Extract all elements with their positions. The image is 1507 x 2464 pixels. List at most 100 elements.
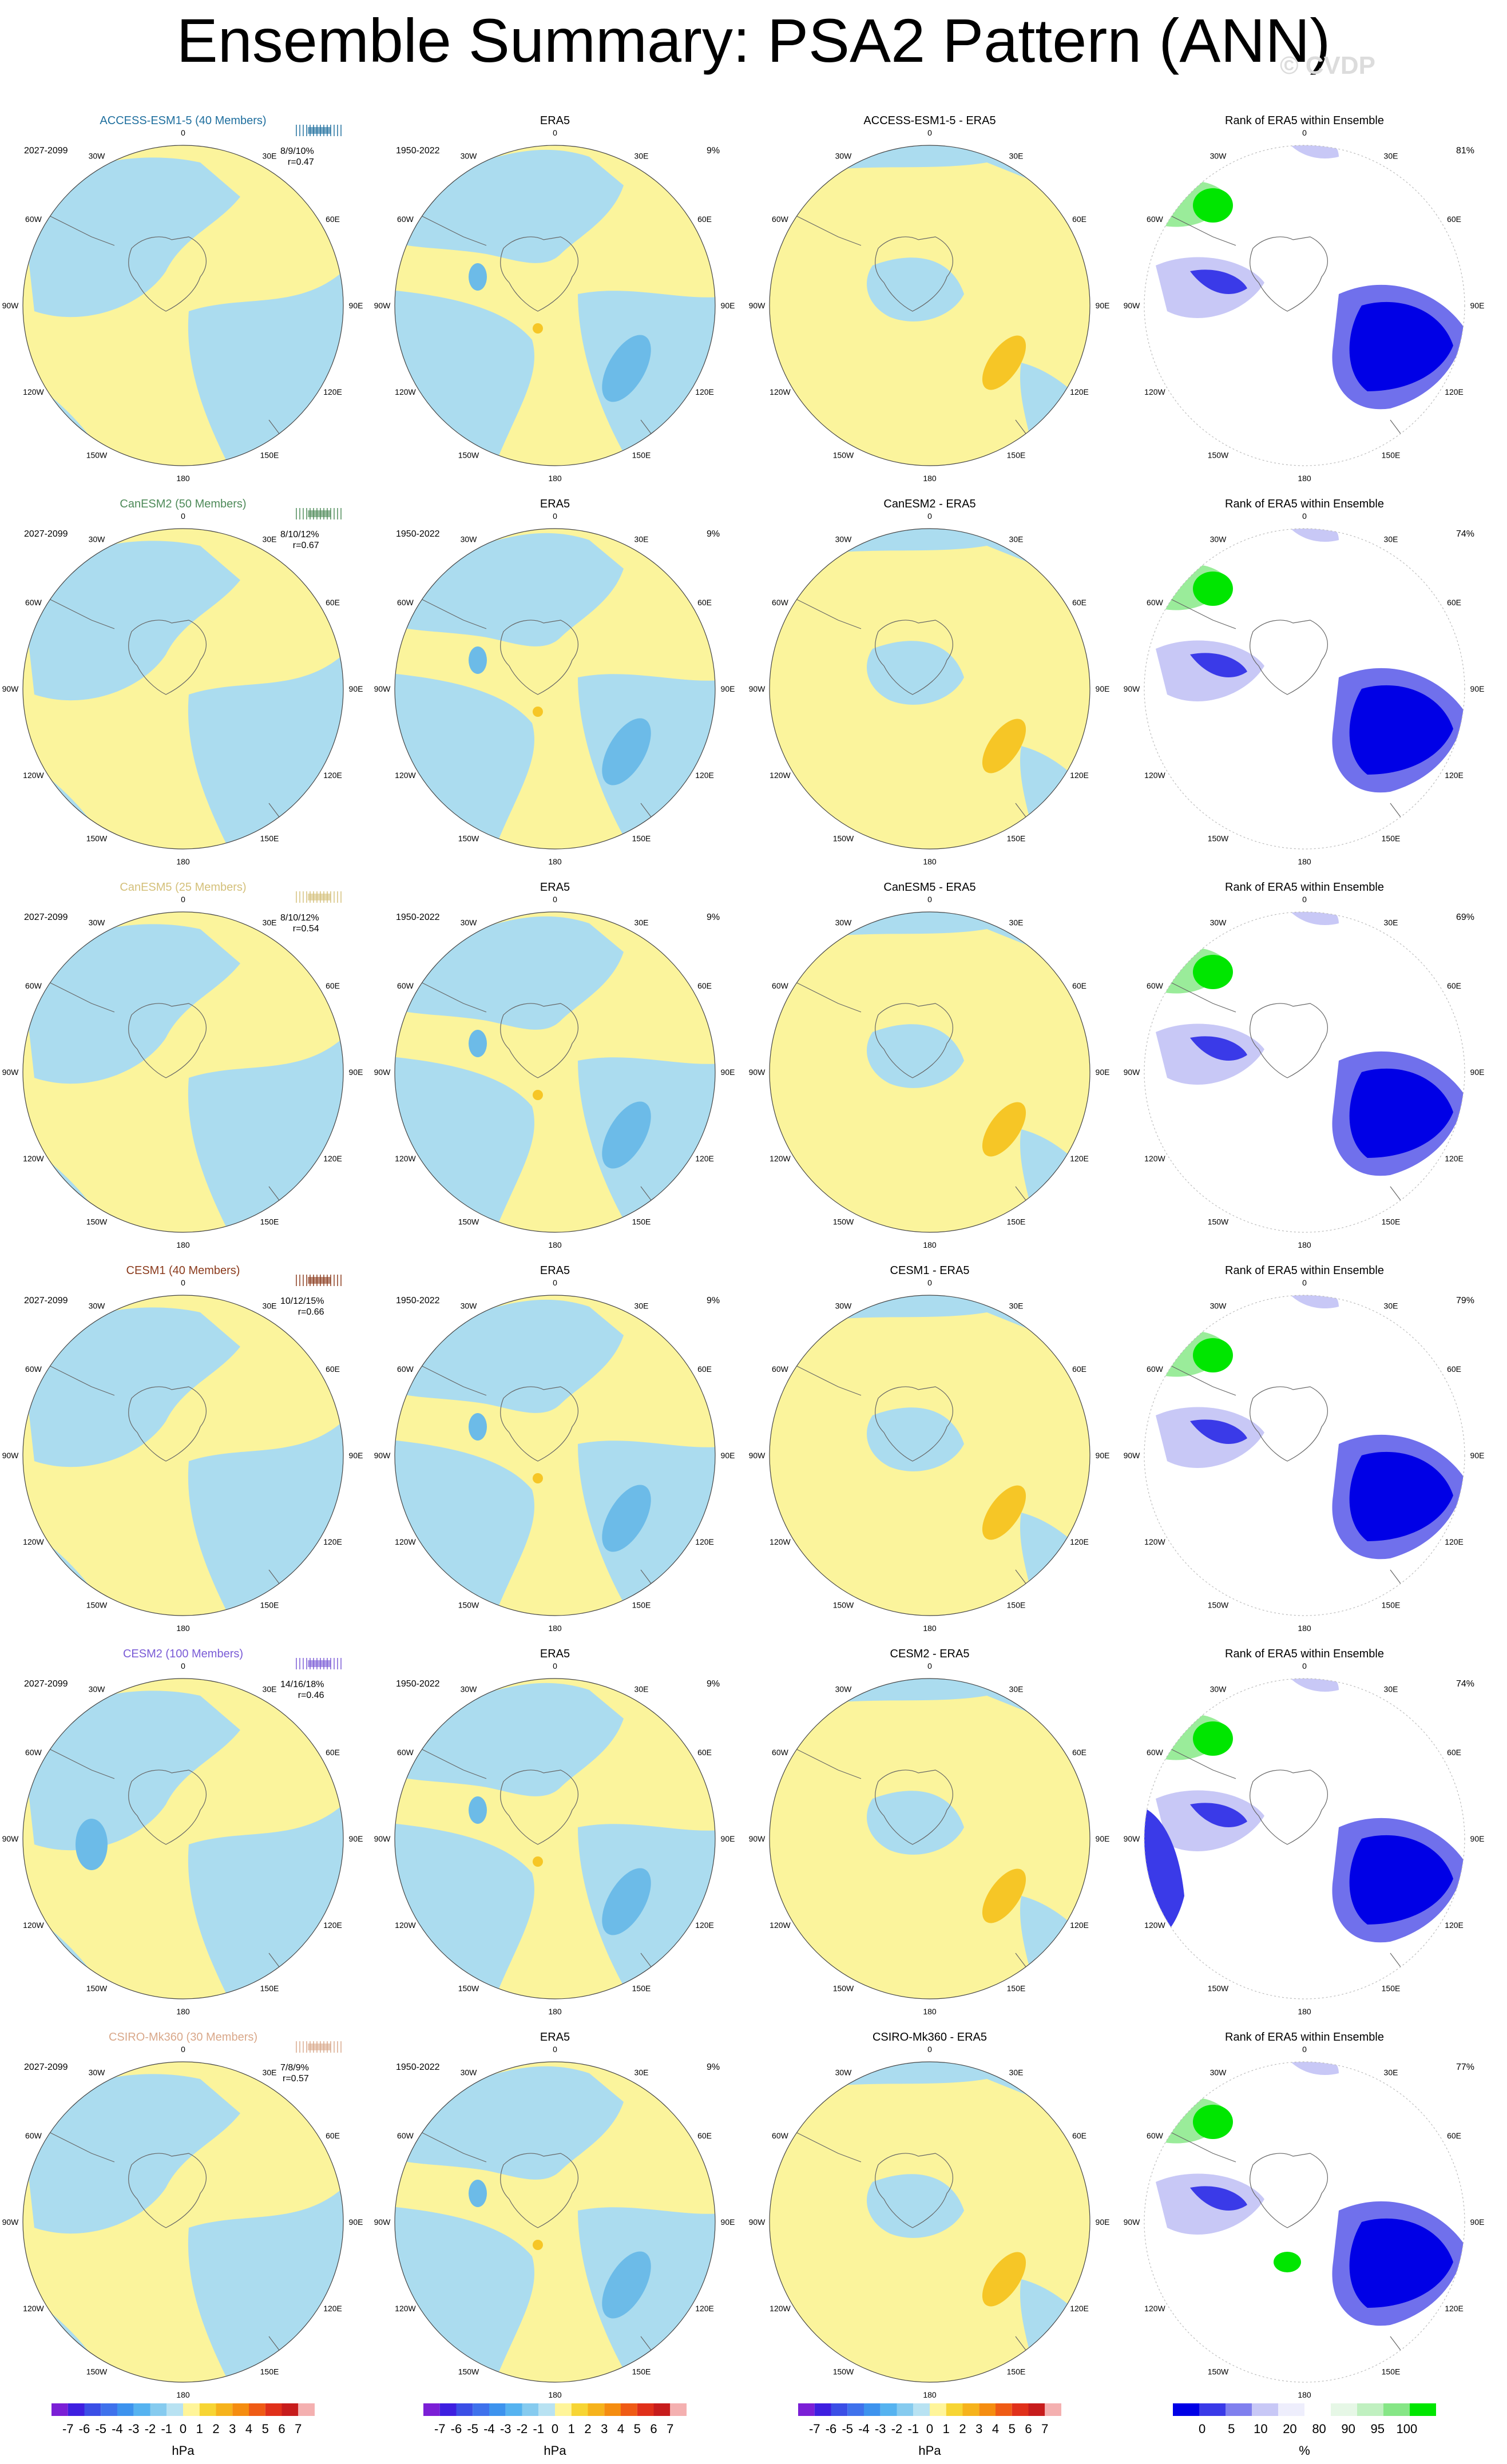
colorbar-swatch [51,2403,68,2416]
correlation-stat: r=0.47 [287,157,314,167]
colorbar-swatch [604,2403,621,2416]
longitude-label: 30E [634,534,649,543]
strong-positive-core [533,2240,543,2250]
longitude-label: 90W [2,684,19,693]
negative-anomaly-region [867,257,964,322]
longitude-label: 150W [86,451,108,460]
longitude-label: 120E [323,771,342,780]
strong-positive-core [533,323,543,334]
colorbar-swatch [183,2403,200,2416]
variance-percent: 9% [707,1679,720,1689]
longitude-label: 60E [326,2131,340,2140]
longitude-label: 120E [1070,1921,1089,1930]
polar-map: 0 30E 60E 90E 120E 150E 180 150W 120W 90W 60W 30W [1124,895,1485,1249]
longitude-label: 120E [1445,1537,1464,1546]
colorbar-swatch [166,2403,183,2416]
map-boundary [22,2061,344,2383]
colorbar-swatch [571,2403,588,2416]
panel-title: Rank of ERA5 within Ensemble [1225,881,1384,894]
colorbar-swatch [637,2403,654,2416]
longitude-label: 60E [697,598,712,607]
longitude-label: 30W [1210,2068,1227,2077]
map-panel-rank: Rank of ERA5 within Ensemble 0 30E 60E 90E 12… [1121,498,1488,875]
longitude-label: 0 [553,1661,557,1671]
map-boundary [769,1678,1090,1999]
panel-title: Rank of ERA5 within Ensemble [1225,1648,1384,1660]
map-boundary [769,145,1090,466]
strong-positive-core [982,1485,1026,1540]
colorbar-units: hPa [544,2443,566,2458]
longitude-label: 0 [181,1278,185,1287]
strong-negative-core [469,2180,487,2207]
colorbar-label: -3 [128,2422,140,2436]
map-panel-rank: Rank of ERA5 within Ensemble 0 30E 60E 90E 12… [1121,881,1488,1259]
colorbar-swatch [814,2403,831,2416]
colorbar-label: -1 [161,2422,172,2436]
longitude-label: 60W [772,1748,789,1757]
longitude-label: 60W [1147,2131,1164,2140]
longitude-label: 150W [86,2367,108,2376]
colorbar-swatch [996,2403,1012,2416]
longitude-label: 0 [181,895,185,904]
longitude-label: 0 [1302,2045,1307,2054]
longitude-label: 180 [176,857,190,866]
colorbar-swatch [265,2403,282,2416]
south-america-coastline [780,1741,862,1779]
map-boundary [769,1295,1090,1616]
period-label: 1950-2022 [396,146,440,156]
longitude-label: 60W [25,1748,42,1757]
period-label: 2027-2099 [24,1296,68,1306]
longitude-label: 0 [553,1278,557,1287]
ensemble-spread-glyph [296,1658,342,1669]
longitude-label: 30W [461,918,478,927]
south-america-coastline [406,1358,487,1396]
longitude-label: 120W [395,1537,416,1546]
longitude-label: 180 [176,1624,190,1633]
longitude-label: 180 [923,2390,937,2399]
antarctica-coastline [1250,2153,1328,2228]
colorbar-label: 20 [1283,2422,1296,2436]
longitude-label: 0 [181,2045,185,2054]
longitude-label: 150E [1382,451,1401,460]
map-panel-obs: ERA5 0 30E 60E 90E 120E 150E 180 150W 120W 90W 60W 3… [372,1264,738,1642]
panel-title: ERA5 [540,498,570,510]
longitude-label: 120E [323,387,342,396]
longitude-label: 90W [2,2217,19,2227]
colorbar-label: 4 [992,2422,999,2436]
correlation-stat: r=0.54 [292,924,319,934]
negative-anomaly-region [867,1407,964,1471]
antarctica-coastline [875,2153,953,2228]
south-america-coastline [406,2124,487,2163]
colorbar-label: -5 [467,2422,478,2436]
colorbar-swatch [1226,2403,1252,2416]
low-rank-region [1190,269,1247,294]
longitude-label: 30E [1009,534,1024,543]
colorbar-swatch [621,2403,637,2416]
colorbar-label: -7 [62,2422,74,2436]
polar-map: 0 30E 60E 90E 120E 150E 180 150W 120W 90W 60W 30W [374,895,735,1249]
colorbar-label: -2 [517,2422,528,2436]
longitude-label: 150E [632,1601,651,1610]
longitude-label: 0 [1302,128,1307,137]
longitude-label: 180 [923,2007,937,2016]
colorbar-label: 0 [926,2422,933,2436]
longitude-label: 150W [458,834,479,843]
longitude-label: 90E [1470,1451,1485,1460]
antarctica-coastline [1250,620,1328,695]
longitude-label: 150W [458,1601,479,1610]
longitude-label: 60W [397,2131,414,2140]
colorbar-swatch [555,2403,572,2416]
longitude-label: 120E [695,387,714,396]
antarctica-coastline [875,236,953,312]
map-panel-rank: Rank of ERA5 within Ensemble 0 30E 60E 90E 12… [1121,2031,1488,2409]
map-panel-obs: ERA5 0 30E 60E 90E 120E 150E 180 150W 120W 90W 60W 3… [372,881,738,1259]
colorbar-label: -2 [891,2422,903,2436]
map-boundary [1144,1678,1465,1999]
longitude-label: 150W [1208,2367,1229,2376]
longitude-label: 150W [833,1601,854,1610]
strong-positive-core [982,1102,1026,1157]
longitude-label: 150E [260,1984,279,1993]
panel-title: CanESM2 (50 Members) [120,498,247,510]
longitude-label: 180 [1298,2007,1311,2016]
low-rank-region [1144,1804,1184,1953]
